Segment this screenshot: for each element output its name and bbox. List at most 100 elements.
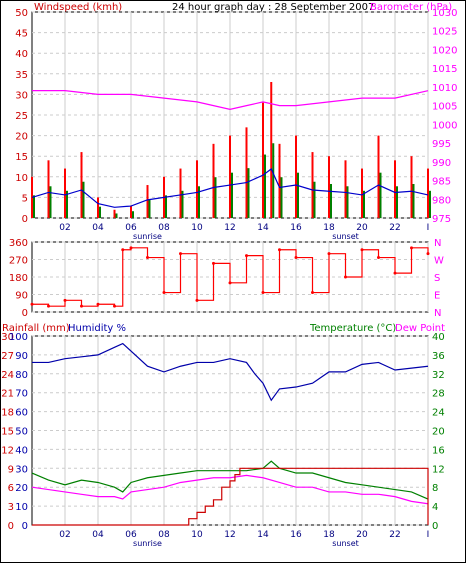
barometer-axis-tick-label: 1025 [432, 27, 457, 38]
humidity-axis-tick-label: 50 [15, 427, 28, 438]
wind-direction-point [228, 281, 232, 285]
wind-axis-tick-label: 20 [15, 132, 28, 143]
direction-axis-tick-label: 270 [9, 256, 28, 267]
rainfall-title: Rainfall (mm) [2, 323, 70, 334]
wind-direction-point [80, 304, 83, 308]
time-tick-label: I [427, 530, 430, 540]
time-tick-label: 22 [389, 530, 400, 540]
temperature-axis-tick-label: 8 [432, 483, 438, 494]
wind-direction-point [47, 304, 50, 308]
wind-direction-point [96, 302, 100, 306]
wind-direction-point [63, 298, 67, 302]
humidity-axis-tick-label: 0 [22, 521, 28, 532]
wind-average-line [31, 168, 429, 208]
humidity-axis-tick-label: 60 [15, 408, 28, 419]
time-tick-label: 04 [92, 223, 104, 233]
rainfall-axis-tick-label: 21 [1, 389, 14, 400]
dewpoint-line [31, 474, 429, 505]
time-tick-label: 18 [323, 223, 335, 233]
time-tick-label: 16 [290, 223, 302, 233]
rainfall-axis-tick-label: 27 [1, 351, 14, 362]
barometer-line [32, 90, 429, 110]
wind-direction-point [360, 248, 364, 252]
wind-barometer-panel: 0510152025303540455097598098599099510001… [15, 8, 457, 241]
humidity-title: Humidity % [68, 323, 126, 334]
barometer-title: Barometer (hPa) [370, 2, 452, 13]
temperature-axis-tick-label: 20 [432, 427, 445, 438]
temperature-axis-tick-label: 0 [432, 521, 438, 532]
barometer-axis-tick-label: 1000 [432, 120, 457, 131]
compass-tick-label: N [434, 308, 441, 319]
time-tick-label: 04 [92, 530, 104, 540]
time-tick-label: 06 [125, 530, 137, 540]
rainfall-axis-tick-label: 9 [8, 464, 14, 475]
rainfall-axis-tick-label: 30 [1, 332, 14, 343]
wind-direction-point [294, 256, 298, 260]
rainfall-axis-tick-label: 0 [8, 521, 14, 532]
wind-axis-tick-label: 50 [15, 8, 28, 19]
time-tick-label: 10 [191, 223, 203, 233]
wind-direction-point [278, 248, 281, 252]
wind-direction-point [377, 256, 380, 260]
wind-direction-point [327, 252, 331, 256]
wind-axis-tick-label: 5 [22, 193, 28, 204]
time-tick-label: 14 [257, 223, 269, 233]
rainfall-axis-tick-label: 24 [1, 370, 14, 381]
wind-title: Windspeed (kmh) [34, 2, 122, 13]
wind-axis-tick-label: 45 [15, 29, 28, 40]
time-tick-label: 14 [257, 530, 269, 540]
rainfall-axis-tick-label: 18 [1, 408, 14, 419]
compass-tick-label: S [434, 273, 440, 284]
time-tick-label: 22 [389, 223, 400, 233]
rainfall-axis-tick-label: 12 [1, 445, 14, 456]
barometer-axis-tick-label: 1015 [432, 64, 457, 75]
rainfall-axis-tick-label: 15 [1, 427, 14, 438]
wind-direction-point [212, 261, 215, 265]
temperature-axis-tick-label: 36 [432, 351, 445, 362]
temperature-title: Temperature (°C) [309, 323, 396, 334]
time-tick-label: 10 [191, 530, 203, 540]
direction-axis-tick-label: 0 [22, 308, 28, 319]
wind-axis-tick-label: 30 [15, 90, 28, 101]
sunrise-label: sunrise [133, 539, 162, 548]
time-tick-label: 12 [224, 530, 235, 540]
time-tick-label: 06 [125, 223, 137, 233]
temperature-axis-tick-label: 32 [432, 370, 445, 381]
humidity-axis-tick-label: 40 [15, 445, 28, 456]
barometer-axis-tick-label: 975 [432, 214, 451, 225]
wind-direction-point [245, 254, 248, 258]
sunset-label: sunset [332, 539, 359, 548]
temperature-axis-tick-label: 12 [432, 464, 445, 475]
sunrise-label: sunrise [133, 232, 162, 241]
barometer-axis-tick-label: 985 [432, 177, 451, 188]
wind-axis-tick-label: 10 [15, 173, 28, 184]
wind-direction-point [195, 298, 199, 302]
direction-axis-tick-label: 180 [9, 273, 28, 284]
rainfall-line [32, 467, 429, 526]
wind-axis-tick-label: 0 [22, 214, 28, 225]
wind-direction-point [162, 291, 166, 295]
temperature-axis-tick-label: 4 [432, 502, 438, 513]
temperature-axis-tick-label: 28 [432, 389, 445, 400]
time-tick-label: 02 [59, 530, 70, 540]
wind-direction-point [426, 252, 430, 256]
wind-direction-point [30, 302, 34, 306]
wind-direction-point [261, 291, 265, 295]
humidity-axis-tick-label: 70 [15, 389, 28, 400]
wind-axis-tick-label: 25 [15, 111, 28, 122]
humidity-axis-tick-label: 90 [15, 351, 28, 362]
barometer-axis-tick-label: 990 [432, 158, 451, 169]
chart-title: 24 hour graph day : 28 September 2007 [172, 2, 374, 13]
barometer-axis-tick-label: 1030 [432, 8, 457, 19]
wind-direction-point [129, 246, 133, 250]
time-tick-label: 20 [356, 223, 368, 233]
wind-direction-point [146, 256, 149, 260]
temperature-axis-tick-label: 24 [432, 408, 445, 419]
compass-tick-label: E [434, 291, 440, 302]
dewpoint-title: Dew Point [395, 323, 445, 334]
humidity-axis-tick-label: 10 [15, 502, 28, 513]
